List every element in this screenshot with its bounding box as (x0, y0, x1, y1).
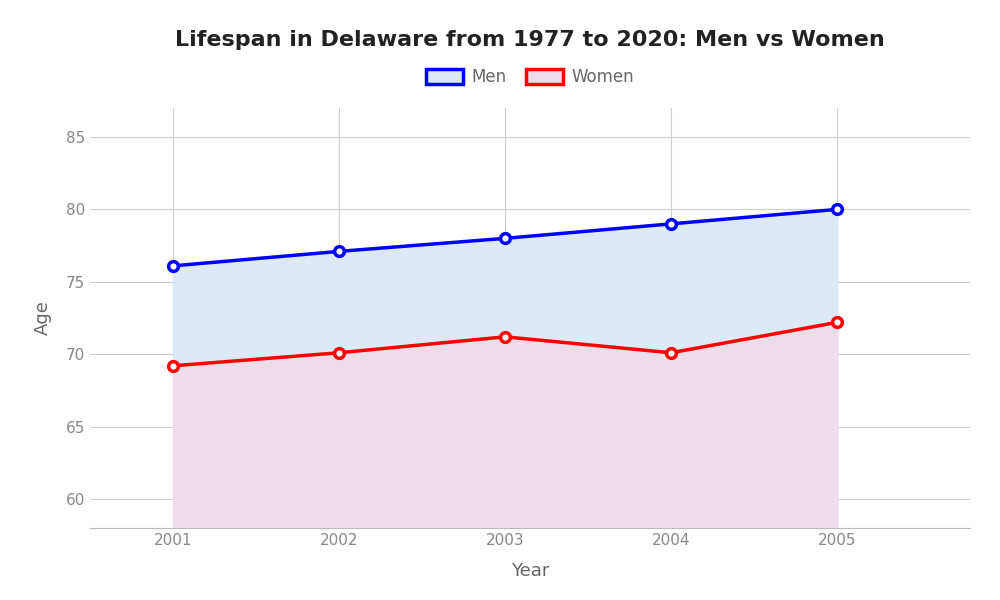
Legend: Men, Women: Men, Women (419, 62, 641, 93)
Y-axis label: Age: Age (34, 301, 52, 335)
Title: Lifespan in Delaware from 1977 to 2020: Men vs Women: Lifespan in Delaware from 1977 to 2020: … (175, 29, 885, 49)
X-axis label: Year: Year (511, 562, 549, 580)
